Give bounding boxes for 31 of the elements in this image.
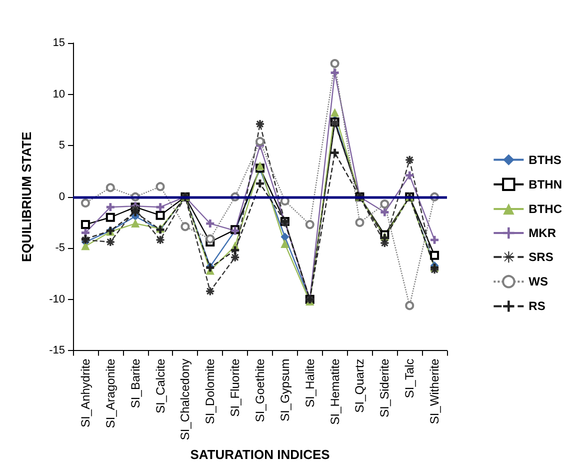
- x-tick-label: SI_Calcite: [153, 358, 168, 414]
- x-tick-label: SI_Talc: [402, 358, 417, 398]
- y-tick-label: 15: [52, 37, 65, 49]
- x-axis-title: SATURATION INDICES: [190, 447, 330, 462]
- y-axis-title: EQUILIBRIUM STATE: [19, 131, 34, 262]
- x-tick-label: SI_Hematite: [328, 358, 342, 425]
- legend-label: BTHN: [528, 177, 562, 192]
- legend-label: SRS: [528, 250, 554, 264]
- y-tick-label: -5: [55, 242, 65, 254]
- x-tick-label: SI_Fluorite: [228, 358, 242, 417]
- x-tick-label: SI_Gypsum: [278, 358, 292, 422]
- y-tick-label: 5: [58, 140, 65, 152]
- legend-label: BTHC: [528, 202, 562, 216]
- y-tick-label: -10: [49, 293, 65, 306]
- x-tick-label: SI_Siderite: [378, 358, 392, 418]
- legend-label: RS: [528, 299, 546, 314]
- x-tick-label: SI_Quartz: [352, 358, 367, 413]
- x-tick-label: SI_Anhydrite: [78, 358, 92, 428]
- legend-label: MKR: [528, 226, 556, 240]
- x-tick-label: SI_Witherite: [428, 358, 442, 424]
- x-tick-label: SI_Chalcedony: [178, 358, 192, 440]
- y-tick-label: 10: [52, 88, 65, 100]
- y-tick-label: 0: [58, 190, 65, 203]
- x-tick-label: SI_Goethite: [253, 358, 267, 422]
- legend-label: BTHS: [528, 152, 562, 167]
- legend-label: WS: [528, 274, 548, 289]
- x-tick-label: SI_Aragonite: [103, 358, 118, 428]
- x-tick-label: SI_Dolomite: [203, 358, 218, 424]
- x-tick-label: SI_Barite: [128, 358, 142, 408]
- x-tick-label: SI_Halite: [302, 358, 317, 408]
- y-tick-label: -15: [49, 344, 65, 357]
